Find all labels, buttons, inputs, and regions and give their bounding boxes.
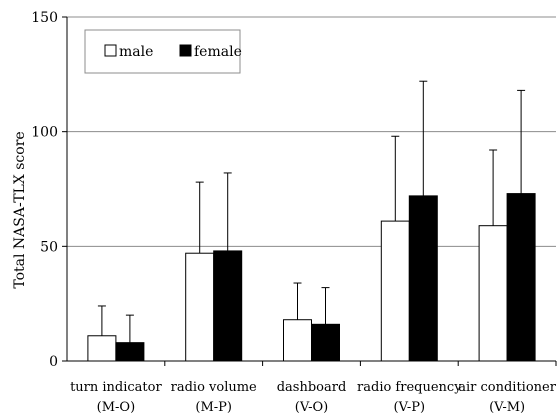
x-category-code: (V-O) bbox=[295, 400, 328, 415]
legend-swatch-male bbox=[104, 44, 117, 57]
y-tick-label: 150 bbox=[31, 10, 58, 26]
bar-female bbox=[408, 195, 438, 362]
labels: 0 50 100 150 turn indicator (M-O) radio volume… bbox=[31, 10, 556, 415]
legend: male female bbox=[84, 29, 242, 74]
axes bbox=[62, 16, 557, 366]
bar-female bbox=[311, 323, 340, 362]
bar-male bbox=[185, 252, 215, 362]
bar-male bbox=[478, 225, 508, 362]
legend-label-male: male bbox=[119, 44, 153, 60]
gridlines bbox=[67, 16, 556, 247]
legend-label-female: female bbox=[194, 44, 242, 60]
x-category-label: dashboard bbox=[277, 380, 347, 395]
x-category-label: radio volume bbox=[171, 380, 257, 395]
x-category-code: (V-M) bbox=[489, 400, 525, 415]
x-category-label: turn indicator bbox=[70, 380, 162, 395]
x-category-code: (V-P) bbox=[394, 400, 425, 415]
y-tick-label: 100 bbox=[31, 125, 58, 141]
bar-male bbox=[380, 220, 410, 362]
x-category-label: radio frequency bbox=[357, 380, 462, 395]
y-axis-title: Total NASA-TLX score bbox=[12, 131, 28, 288]
bar-female bbox=[213, 250, 243, 362]
y-tick-label: 0 bbox=[49, 354, 58, 370]
x-category-code: (M-P) bbox=[195, 400, 232, 415]
bars bbox=[87, 80, 536, 362]
y-tick-label: 50 bbox=[40, 239, 58, 255]
legend-swatch-female bbox=[179, 44, 192, 57]
bar-female bbox=[506, 193, 536, 362]
x-category-label: air conditioner bbox=[458, 380, 556, 395]
x-category-code: (M-O) bbox=[97, 400, 136, 415]
bar-male bbox=[283, 319, 312, 362]
bar-male bbox=[87, 335, 117, 362]
bar-female bbox=[115, 342, 145, 362]
